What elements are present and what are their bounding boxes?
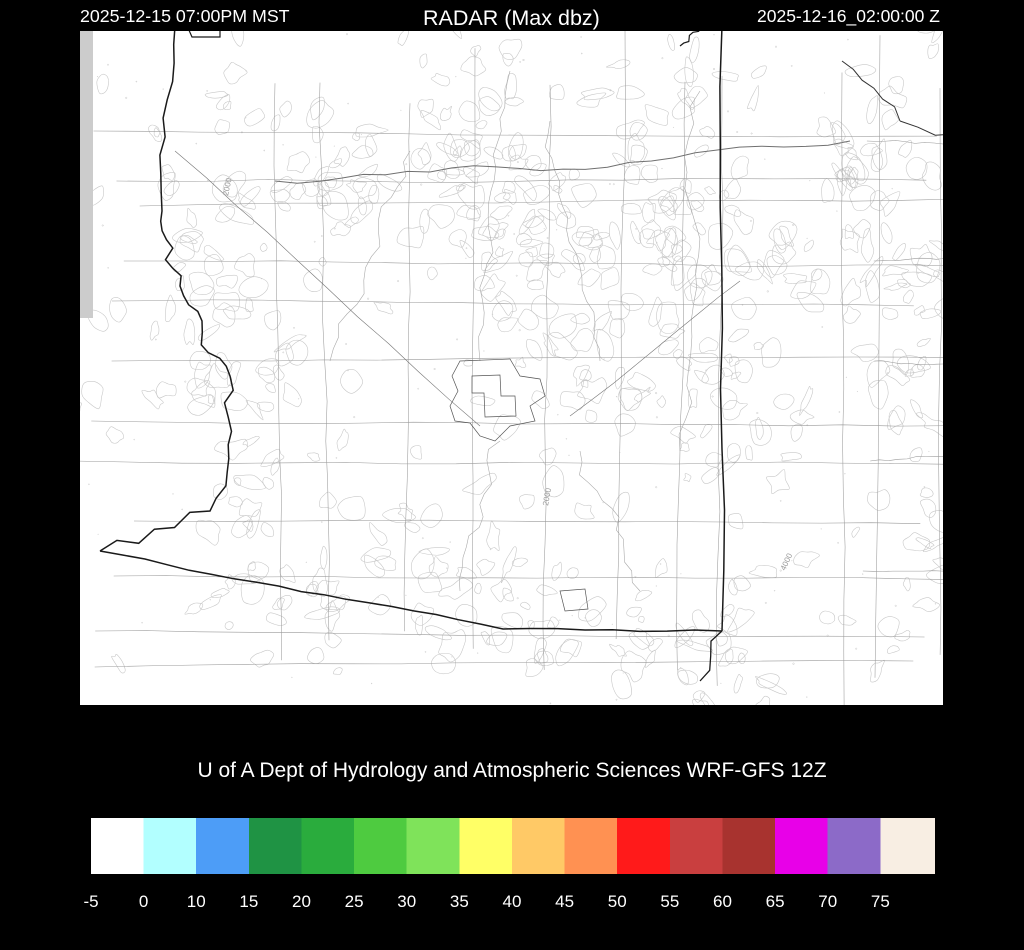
svg-text:2000: 2000 — [541, 487, 553, 507]
svg-text:4000: 4000 — [779, 551, 795, 571]
svg-text:2000: 2000 — [221, 177, 234, 197]
